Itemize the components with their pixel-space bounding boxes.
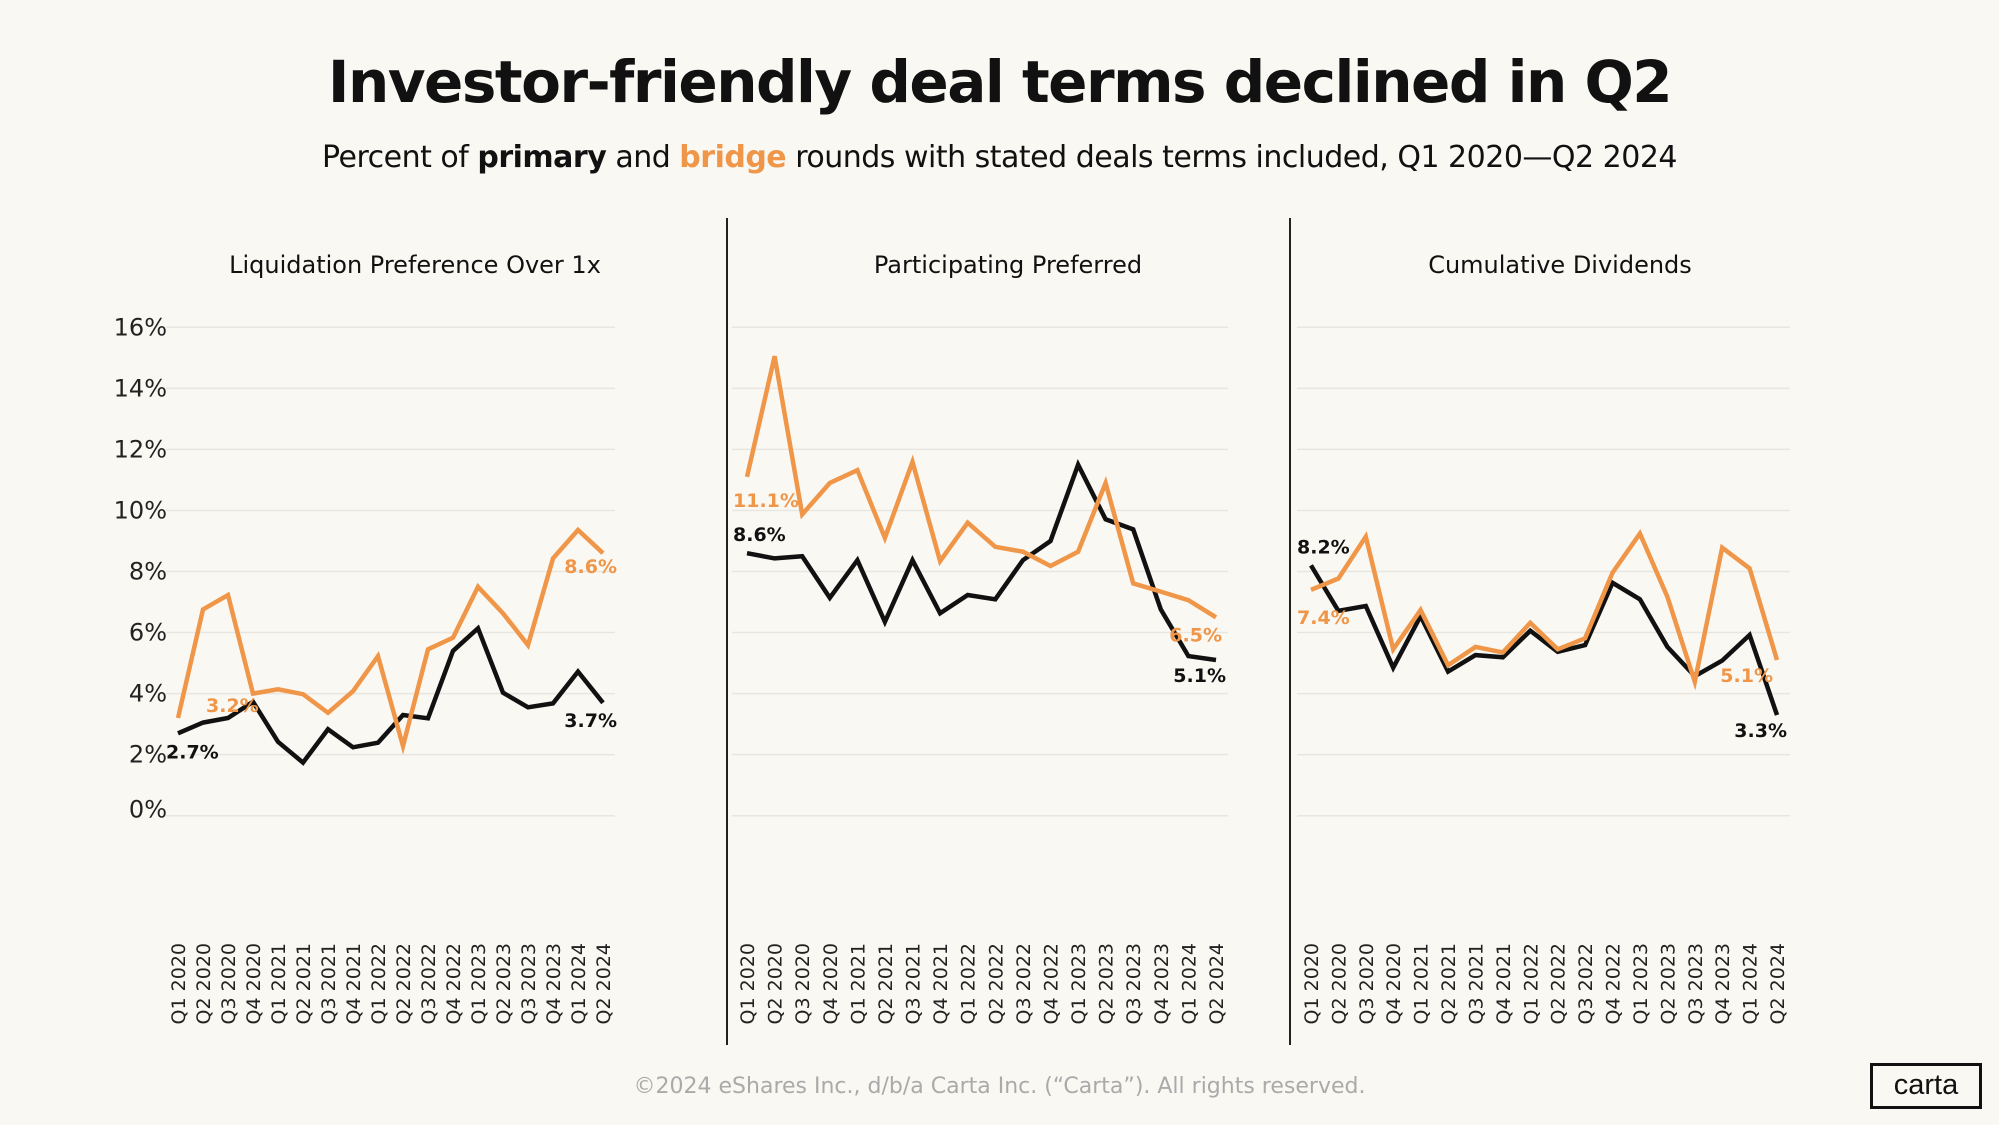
x-tick-label: Q2 2024 bbox=[1206, 943, 1228, 1024]
x-tick-label: Q1 2023 bbox=[1630, 943, 1652, 1024]
x-tick-label: Q4 2021 bbox=[343, 943, 365, 1024]
data-label: 6.5% bbox=[1169, 624, 1222, 646]
x-tick-label: Q4 2022 bbox=[1603, 943, 1625, 1024]
x-tick-label: Q2 2021 bbox=[1438, 943, 1460, 1024]
y-tick-label: 0% bbox=[129, 796, 167, 824]
data-label: 8.6% bbox=[733, 524, 786, 546]
y-tick-label: 8% bbox=[129, 558, 167, 586]
x-tick-label: Q1 2024 bbox=[1178, 943, 1200, 1024]
y-tick-label: 4% bbox=[129, 680, 167, 708]
x-tick-label: Q3 2022 bbox=[418, 943, 440, 1024]
x-tick-label: Q4 2023 bbox=[1712, 943, 1734, 1024]
x-tick-label: Q4 2023 bbox=[543, 943, 565, 1024]
x-tick-label: Q3 2020 bbox=[792, 943, 814, 1024]
x-tick-label: Q1 2023 bbox=[468, 943, 490, 1024]
x-tick-label: Q3 2020 bbox=[218, 943, 240, 1024]
subtitle-pre: Percent of bbox=[321, 140, 478, 175]
x-tick-label: Q1 2020 bbox=[737, 943, 759, 1024]
x-tick-label: Q1 2022 bbox=[958, 943, 980, 1024]
subtitle-post: rounds with stated deals terms included,… bbox=[786, 140, 1677, 175]
data-label: 3.7% bbox=[564, 710, 617, 732]
data-label: 2.7% bbox=[166, 741, 219, 763]
x-tick-label: Q2 2023 bbox=[493, 943, 515, 1024]
x-tick-label: Q3 2023 bbox=[1123, 943, 1145, 1024]
series-line-bridge bbox=[175, 526, 605, 755]
x-tick-label: Q2 2024 bbox=[1767, 943, 1789, 1024]
x-tick-label: Q4 2021 bbox=[930, 943, 952, 1024]
x-tick-label: Q1 2024 bbox=[1740, 943, 1762, 1024]
x-tick-label: Q3 2020 bbox=[1356, 943, 1378, 1024]
x-tick-label: Q4 2020 bbox=[1383, 943, 1405, 1024]
x-tick-label: Q2 2020 bbox=[1328, 943, 1350, 1024]
x-tick-label: Q4 2020 bbox=[243, 943, 265, 1024]
x-tick-label: Q1 2020 bbox=[1301, 943, 1323, 1024]
subtitle-bridge: bridge bbox=[679, 140, 787, 175]
y-tick-label: 6% bbox=[129, 619, 167, 647]
x-tick-label: Q3 2021 bbox=[1465, 943, 1487, 1024]
panel-title: Cumulative Dividends bbox=[1428, 251, 1692, 279]
x-tick-label: Q4 2022 bbox=[443, 943, 465, 1024]
data-label: 8.2% bbox=[1297, 536, 1350, 558]
x-tick-label: Q1 2021 bbox=[268, 943, 290, 1024]
x-tick-label: Q1 2021 bbox=[847, 943, 869, 1024]
y-tick-label: 12% bbox=[114, 435, 167, 463]
y-tick-label: 14% bbox=[114, 374, 167, 402]
x-tick-label: Q2 2023 bbox=[1096, 943, 1118, 1024]
x-tick-label: Q2 2020 bbox=[193, 943, 215, 1024]
carta-logo: carta bbox=[1870, 1063, 1982, 1109]
panel-title: Participating Preferred bbox=[874, 251, 1142, 279]
y-tick-label: 16% bbox=[114, 313, 167, 341]
series-line-primary bbox=[746, 459, 1217, 663]
data-label: 5.1% bbox=[1720, 665, 1773, 687]
x-tick-label: Q2 2020 bbox=[765, 943, 787, 1024]
x-tick-label: Q4 2020 bbox=[820, 943, 842, 1024]
x-tick-label: Q1 2022 bbox=[1520, 943, 1542, 1024]
panel-title: Liquidation Preference Over 1x bbox=[229, 251, 601, 279]
x-tick-label: Q3 2023 bbox=[518, 943, 540, 1024]
y-tick-label: 10% bbox=[114, 496, 167, 524]
page-title: Investor-friendly deal terms declined in… bbox=[327, 48, 1673, 116]
subtitle-mid: and bbox=[606, 140, 680, 175]
data-label: 3.3% bbox=[1734, 720, 1787, 742]
x-tick-label: Q4 2022 bbox=[1040, 943, 1062, 1024]
x-tick-label: Q1 2022 bbox=[368, 943, 390, 1024]
x-tick-label: Q3 2022 bbox=[1013, 943, 1035, 1024]
x-tick-label: Q4 2023 bbox=[1151, 943, 1173, 1024]
x-tick-label: Q2 2022 bbox=[1548, 943, 1570, 1024]
y-tick-label: 2% bbox=[129, 741, 167, 769]
x-tick-label: Q1 2024 bbox=[568, 943, 590, 1024]
data-label: 7.4% bbox=[1297, 607, 1350, 629]
x-tick-label: Q3 2021 bbox=[318, 943, 340, 1024]
copyright-footer: ©2024 eShares Inc., d/b/a Carta Inc. (“C… bbox=[633, 1074, 1366, 1099]
x-tick-label: Q1 2020 bbox=[168, 943, 190, 1024]
subtitle-primary: primary bbox=[477, 140, 607, 175]
x-tick-label: Q2 2023 bbox=[1657, 943, 1679, 1024]
subtitle: Percent of primary and bridge rounds wit… bbox=[0, 140, 1999, 175]
x-tick-label: Q3 2022 bbox=[1575, 943, 1597, 1024]
x-tick-label: Q2 2021 bbox=[875, 943, 897, 1024]
data-label: 3.2% bbox=[206, 695, 259, 717]
x-tick-label: Q4 2021 bbox=[1493, 943, 1515, 1024]
x-tick-label: Q2 2024 bbox=[593, 943, 615, 1024]
x-tick-label: Q1 2021 bbox=[1411, 943, 1433, 1024]
series-line-bridge bbox=[1310, 529, 1780, 691]
data-label: 5.1% bbox=[1173, 665, 1226, 687]
data-label: 8.6% bbox=[564, 556, 617, 578]
x-tick-label: Q1 2023 bbox=[1068, 943, 1090, 1024]
x-tick-label: Q2 2022 bbox=[393, 943, 415, 1024]
series-line-primary bbox=[177, 624, 605, 766]
x-tick-label: Q2 2022 bbox=[985, 943, 1007, 1024]
series-line-primary bbox=[1309, 564, 1780, 716]
series-line-bridge bbox=[744, 355, 1218, 620]
x-tick-label: Q3 2023 bbox=[1685, 943, 1707, 1024]
data-label: 11.1% bbox=[733, 490, 799, 512]
x-tick-label: Q2 2021 bbox=[293, 943, 315, 1024]
x-tick-label: Q3 2021 bbox=[903, 943, 925, 1024]
